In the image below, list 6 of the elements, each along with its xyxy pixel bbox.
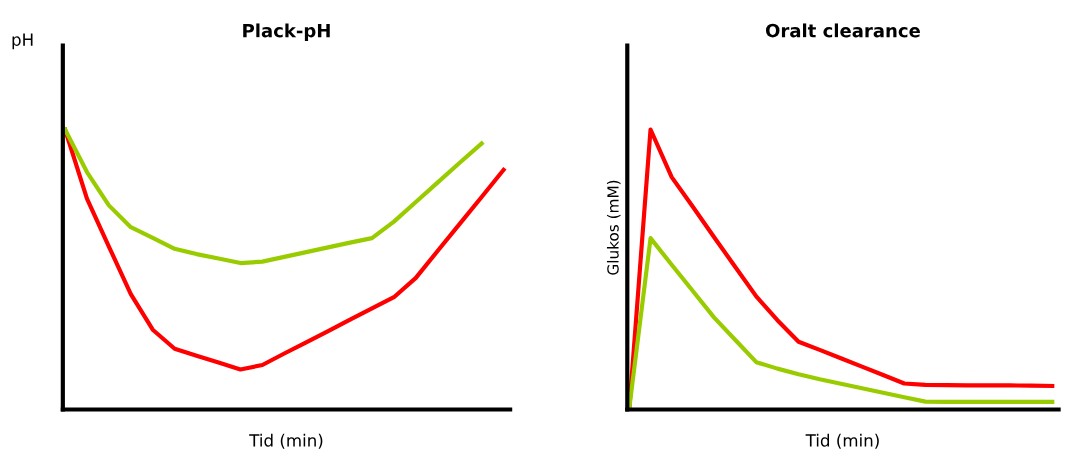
x-axis-title: Tid (min) [249, 433, 323, 449]
y-axis-title: Glukos (mM) [606, 180, 621, 275]
x-axis-title: Tid (min) [805, 433, 879, 449]
chart-title: Oralt clearance [765, 23, 920, 38]
y-axis-title: pH [12, 33, 33, 50]
chart-title: Plack-pH [243, 23, 330, 41]
